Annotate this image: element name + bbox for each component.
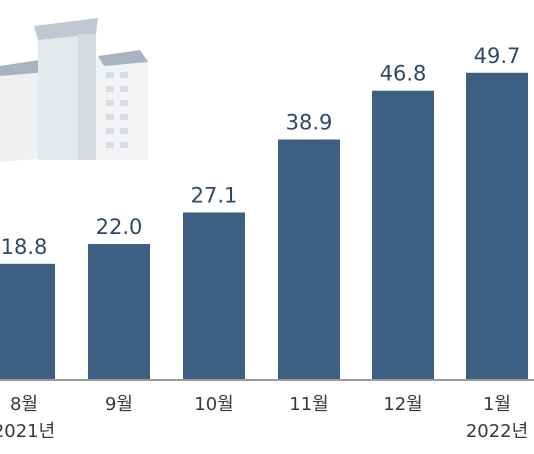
x-tick-label-2: 9월 [105,394,133,415]
value-label-1: 18.8 [1,235,48,259]
x-tick-label-1: 8월 [10,394,38,415]
apartment-buildings-icon [0,18,148,162]
value-label-2: 22.0 [96,215,143,239]
x-tick-label-3: 10월 [194,394,233,415]
value-label-3: 27.1 [191,183,238,207]
bar-1 [0,263,55,380]
x-tick-label-6: 1월 [483,394,511,415]
x-tick-label-4: 11월 [289,394,328,415]
value-label-6: 49.7 [474,44,521,68]
x-tick-label-5: 12월 [383,394,422,415]
x-tick-year-1: 2021년 [0,421,55,442]
bar-4 [278,139,340,380]
bar-6 [466,72,528,380]
x-tick-year-6: 2022년 [466,421,528,442]
bar-2 [88,244,150,380]
value-label-4: 38.9 [286,111,333,135]
bar-3 [183,212,245,380]
value-label-5: 46.8 [380,62,427,86]
bar-5 [372,90,434,380]
